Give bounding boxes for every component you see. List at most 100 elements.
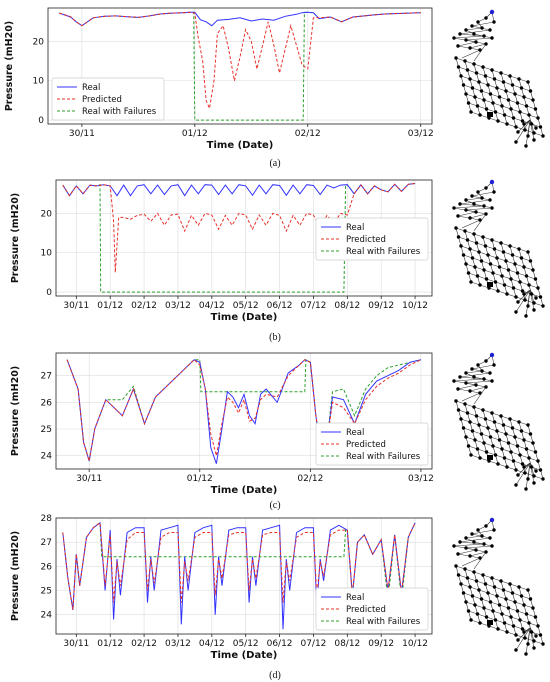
- network-node: [514, 633, 518, 637]
- network-node: [456, 235, 461, 239]
- network-node: [531, 268, 535, 272]
- network-node: [492, 363, 496, 367]
- network-node: [452, 379, 456, 383]
- network-node: [528, 597, 533, 601]
- network-node: [497, 95, 502, 99]
- network-pipe: [453, 35, 485, 39]
- network-node: [502, 621, 507, 625]
- network-node: [541, 477, 545, 481]
- network-diagram: [452, 179, 545, 318]
- network-node: [501, 250, 506, 254]
- network-pipe: [471, 364, 495, 370]
- network-pipe: [515, 289, 531, 313]
- caption-c: (c): [269, 500, 281, 511]
- y-tick-label: 25: [41, 587, 52, 597]
- network-node: [515, 271, 520, 275]
- y-tick-label: 0: [46, 288, 52, 298]
- network-node: [481, 65, 485, 69]
- network-node: [514, 648, 518, 652]
- network-node: [500, 612, 504, 616]
- network-node: [473, 95, 477, 99]
- network-node: [478, 621, 482, 625]
- network-node: [500, 104, 504, 108]
- network-node: [532, 481, 536, 485]
- network-node: [499, 579, 503, 583]
- network-pipe: [461, 557, 481, 567]
- network-node: [509, 107, 513, 111]
- network-node: [508, 417, 512, 421]
- x-tick-label: 30/11: [76, 474, 102, 484]
- network-node: [501, 588, 506, 592]
- network-node: [456, 214, 460, 218]
- legend-box: [315, 217, 429, 261]
- network-node: [532, 474, 536, 478]
- x-tick-label: 08/12: [334, 301, 360, 311]
- network-node: [529, 465, 534, 469]
- network-node: [522, 122, 526, 126]
- network-node: [499, 71, 503, 75]
- network-node: [484, 277, 489, 281]
- network-node: [488, 198, 492, 202]
- y-tick-label: 20: [33, 37, 45, 47]
- network-node: [469, 618, 473, 622]
- y-tick-label: 27: [41, 538, 52, 548]
- network-node: [478, 113, 482, 117]
- network-node: [484, 42, 488, 46]
- network-node: [488, 600, 493, 604]
- network-node: [452, 544, 456, 548]
- network-node: [514, 310, 518, 314]
- network-pipe: [525, 289, 531, 317]
- network-node: [464, 435, 468, 439]
- network-node: [490, 238, 494, 242]
- network-node: [464, 536, 468, 540]
- network-node: [533, 450, 538, 454]
- y-tick-label: 26: [41, 398, 53, 408]
- network-node: [513, 92, 517, 96]
- network-node: [511, 459, 516, 463]
- x-axis-label: Time (Date): [211, 650, 278, 661]
- network-node: [534, 126, 538, 130]
- y-tick-label: 26: [41, 562, 53, 572]
- network-node: [482, 542, 486, 546]
- network-node: [505, 292, 509, 296]
- network-node: [484, 16, 488, 20]
- network-node: [505, 630, 509, 634]
- network-node: [470, 532, 474, 536]
- legend-label: Real: [82, 83, 100, 93]
- legend-box: [51, 77, 165, 121]
- network-pipe: [473, 213, 487, 232]
- network-node: [538, 295, 543, 299]
- legend: Real Predicted Real with Failures: [315, 422, 429, 466]
- network-node: [528, 89, 533, 93]
- network-node: [490, 206, 494, 210]
- network-node: [526, 250, 530, 254]
- x-tick-label: 01/12: [97, 301, 123, 311]
- network-node: [488, 435, 493, 439]
- x-tick-label: 30/11: [63, 301, 89, 311]
- network-pipe: [517, 119, 531, 133]
- network-node: [493, 280, 498, 284]
- series-line-predicted: [62, 521, 416, 610]
- network-node: [515, 609, 520, 613]
- network-node: [463, 59, 467, 63]
- network-pipe: [471, 191, 495, 197]
- network-node: [518, 110, 522, 114]
- network-node: [518, 618, 522, 622]
- network-node: [482, 98, 486, 102]
- network-node: [478, 283, 482, 287]
- network-node: [464, 208, 468, 212]
- x-tick-label: 08/12: [334, 639, 360, 649]
- network-node: [456, 408, 461, 412]
- network-diagram: [452, 517, 545, 656]
- network-pipe: [469, 43, 487, 49]
- network-node: [533, 277, 538, 281]
- network-node: [465, 68, 470, 72]
- network-node: [506, 441, 511, 445]
- network-node: [468, 247, 472, 251]
- network-pipe: [515, 462, 531, 486]
- network-node: [484, 107, 489, 111]
- network-node: [456, 552, 460, 556]
- x-tick-label: 04/12: [199, 639, 225, 649]
- network-node: [478, 456, 482, 460]
- network-node: [464, 92, 468, 96]
